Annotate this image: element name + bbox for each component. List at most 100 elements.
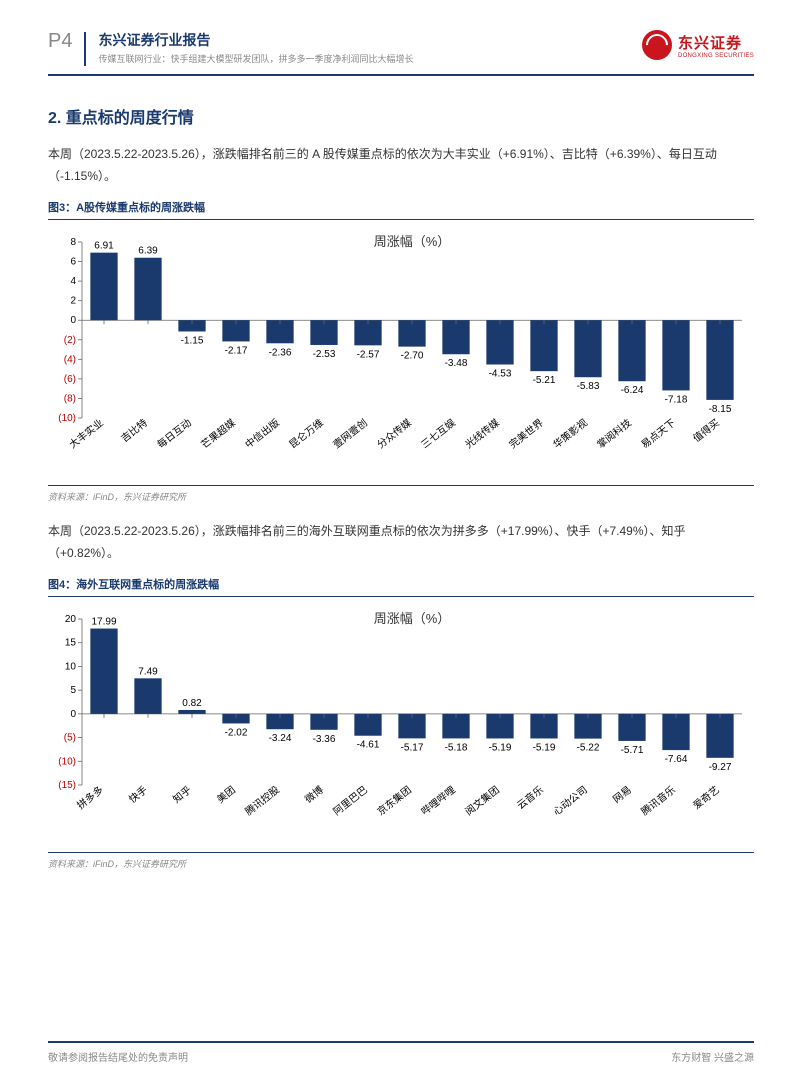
svg-text:8: 8: [70, 237, 76, 248]
svg-text:爱奇艺: 爱奇艺: [690, 783, 722, 812]
figure3-caption: 图3：A股传媒重点标的周涨跌幅: [48, 199, 754, 215]
svg-text:中信出版: 中信出版: [242, 416, 282, 451]
svg-text:-2.57: -2.57: [357, 350, 380, 361]
svg-text:7.49: 7.49: [138, 667, 158, 678]
svg-text:0.82: 0.82: [182, 698, 202, 709]
svg-text:(5): (5): [64, 733, 76, 744]
svg-text:-2.70: -2.70: [401, 351, 424, 362]
svg-text:心动公司: 心动公司: [551, 784, 590, 818]
page-footer: 敬请参阅报告结尾处的免责声明 东方财智 兴盛之源: [48, 1041, 754, 1064]
svg-text:美团: 美团: [214, 783, 238, 806]
svg-text:拼多多: 拼多多: [74, 783, 106, 812]
figure3-box: 86420(2)(4)(6)(8)(10)周涨幅（%）6.91大丰实业6.39吉…: [48, 219, 754, 486]
paragraph-2: 本周（2023.5.22-2023.5.26），涨跌幅排名前三的海外互联网重点标…: [48, 521, 754, 564]
company-logo: 东兴证券 DONGXING SECURITIES: [642, 30, 754, 60]
svg-text:15: 15: [65, 638, 77, 649]
svg-text:昆仑万维: 昆仑万维: [286, 416, 326, 451]
svg-text:(8): (8): [64, 394, 76, 405]
svg-text:4: 4: [70, 276, 76, 287]
svg-text:-2.17: -2.17: [225, 346, 248, 357]
svg-text:分众传媒: 分众传媒: [375, 417, 414, 451]
svg-text:快手: 快手: [126, 783, 150, 806]
header-left: P4 东兴证券行业报告 传媒互联网行业：快手组建大模型研发团队，拼多多一季度净利…: [48, 30, 413, 66]
logo-icon: [642, 30, 672, 60]
header-titles: 东兴证券行业报告 传媒互联网行业：快手组建大模型研发团队，拼多多一季度净利润同比…: [98, 30, 413, 65]
svg-text:周涨幅（%）: 周涨幅（%）: [374, 611, 451, 626]
svg-text:(10): (10): [58, 413, 76, 424]
report-title: 东兴证券行业报告: [98, 30, 413, 50]
svg-text:网易: 网易: [611, 784, 634, 806]
svg-text:10: 10: [65, 662, 77, 673]
svg-text:-2.53: -2.53: [313, 349, 336, 360]
figure4-caption: 图4：海外互联网重点标的周涨跌幅: [48, 576, 754, 592]
svg-text:光线传媒: 光线传媒: [462, 416, 502, 451]
svg-text:云音乐: 云音乐: [514, 783, 546, 812]
report-subtitle: 传媒互联网行业：快手组建大模型研发团队，拼多多一季度净利润同比大幅增长: [98, 52, 413, 65]
section-title: 2. 重点标的周度行情: [48, 104, 754, 128]
svg-text:5: 5: [70, 686, 76, 697]
svg-text:-2.36: -2.36: [269, 347, 292, 358]
svg-text:腾讯控股: 腾讯控股: [242, 783, 282, 818]
svg-text:-7.64: -7.64: [665, 754, 688, 765]
svg-text:-5.21: -5.21: [533, 375, 556, 386]
svg-text:(10): (10): [58, 757, 76, 768]
svg-text:(4): (4): [64, 355, 76, 366]
svg-text:易点天下: 易点天下: [639, 417, 678, 451]
svg-text:-5.17: -5.17: [401, 743, 424, 754]
svg-text:-2.02: -2.02: [225, 728, 248, 739]
page-header: P4 东兴证券行业报告 传媒互联网行业：快手组建大模型研发团队，拼多多一季度净利…: [48, 30, 754, 66]
footer-right: 东方财智 兴盛之源: [671, 1049, 754, 1064]
paragraph-1: 本周（2023.5.22-2023.5.26），涨跌幅排名前三的 A 股传媒重点…: [48, 144, 754, 187]
svg-text:-7.18: -7.18: [665, 395, 688, 406]
svg-text:京东集团: 京东集团: [374, 783, 414, 818]
svg-text:17.99: 17.99: [91, 617, 116, 628]
svg-text:0: 0: [70, 709, 76, 720]
figure3-chart: 86420(2)(4)(6)(8)(10)周涨幅（%）6.91大丰实业6.39吉…: [48, 226, 754, 479]
svg-text:值得买: 值得买: [690, 416, 722, 445]
svg-text:芒果超媒: 芒果超媒: [198, 416, 238, 451]
svg-text:三七互娱: 三七互娱: [418, 416, 458, 451]
footer-left: 敬请参阅报告结尾处的免责声明: [48, 1049, 188, 1064]
svg-text:-5.71: -5.71: [621, 745, 644, 756]
svg-text:壹网壹创: 壹网壹创: [330, 416, 370, 451]
figure4-chart: 20 15 10 5 0 (5) (10) (15) 周涨幅（%） 17.99 拼多多 7.49 快手 0…: [48, 603, 754, 846]
svg-text:阅文集团: 阅文集团: [462, 783, 502, 818]
svg-text:阿里巴巴: 阿里巴巴: [331, 784, 370, 818]
svg-text:-9.27: -9.27: [709, 762, 732, 773]
svg-text:每日互动: 每日互动: [154, 416, 194, 451]
svg-text:-5.83: -5.83: [577, 381, 600, 392]
svg-text:(2): (2): [64, 335, 76, 346]
svg-text:华策影视: 华策影视: [550, 416, 590, 451]
svg-text:-5.19: -5.19: [533, 743, 556, 754]
figure3-source: 资料来源：iFinD，东兴证券研究所: [48, 490, 754, 503]
svg-text:-6.24: -6.24: [621, 385, 644, 396]
svg-text:吉比特: 吉比特: [119, 417, 150, 445]
logo-en: DONGXING SECURITIES: [678, 53, 754, 59]
svg-text:6: 6: [70, 257, 76, 268]
logo-text: 东兴证券 DONGXING SECURITIES: [678, 32, 754, 59]
svg-text:哔哩哔哩: 哔哩哔哩: [418, 783, 458, 818]
svg-text:-4.53: -4.53: [489, 369, 512, 380]
svg-text:-5.22: -5.22: [577, 743, 600, 754]
svg-text:微博: 微博: [302, 783, 326, 806]
svg-text:(6): (6): [64, 374, 76, 385]
svg-text:20: 20: [65, 614, 77, 625]
svg-text:完美世界: 完美世界: [506, 416, 546, 451]
svg-text:腾讯音乐: 腾讯音乐: [638, 783, 678, 818]
svg-text:0: 0: [70, 315, 76, 326]
svg-text:-8.15: -8.15: [709, 404, 732, 415]
svg-text:-3.24: -3.24: [269, 734, 292, 745]
svg-text:-3.36: -3.36: [313, 734, 336, 745]
svg-text:-4.61: -4.61: [357, 740, 380, 751]
header-divider: [84, 32, 86, 66]
svg-text:掌阅科技: 掌阅科技: [594, 416, 634, 451]
page-number: P4: [48, 30, 72, 53]
figure4-box: 20 15 10 5 0 (5) (10) (15) 周涨幅（%） 17.99 拼多多 7.49 快手 0…: [48, 596, 754, 853]
header-rule: [48, 74, 754, 76]
svg-text:周涨幅（%）: 周涨幅（%）: [374, 234, 451, 249]
svg-text:(15): (15): [58, 780, 76, 791]
svg-text:-5.18: -5.18: [445, 743, 468, 754]
svg-text:-1.15: -1.15: [181, 336, 204, 347]
svg-text:6.91: 6.91: [94, 241, 114, 252]
svg-text:2: 2: [70, 296, 76, 307]
